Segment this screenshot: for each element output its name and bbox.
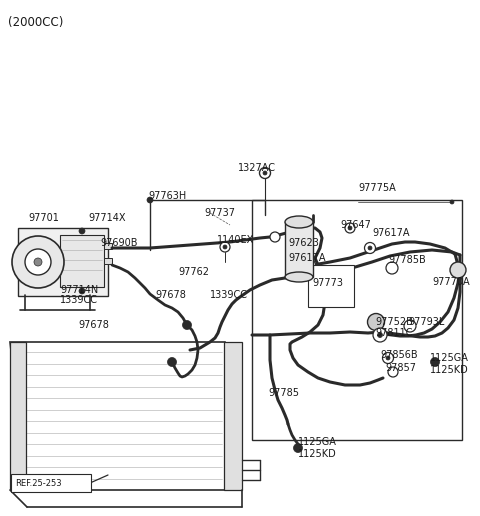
Bar — [308, 265, 354, 307]
Circle shape — [304, 260, 315, 270]
Text: 97647: 97647 — [340, 220, 371, 230]
Text: 97701: 97701 — [28, 213, 59, 223]
Circle shape — [220, 242, 230, 252]
Ellipse shape — [285, 272, 313, 282]
Text: 97773: 97773 — [312, 278, 343, 288]
Circle shape — [450, 200, 454, 204]
Text: 97793L: 97793L — [408, 317, 444, 327]
Text: 97770A: 97770A — [432, 277, 469, 287]
Bar — [10, 342, 26, 490]
Circle shape — [364, 243, 375, 253]
Circle shape — [388, 367, 398, 377]
Bar — [104, 258, 112, 264]
Circle shape — [368, 246, 372, 250]
Circle shape — [368, 314, 384, 331]
Circle shape — [270, 232, 280, 242]
Bar — [104, 243, 112, 249]
Circle shape — [79, 228, 85, 234]
Circle shape — [373, 328, 387, 342]
Ellipse shape — [285, 216, 313, 228]
Circle shape — [377, 332, 383, 337]
Text: 97617A: 97617A — [372, 228, 409, 238]
Bar — [60, 235, 104, 287]
Circle shape — [303, 245, 313, 255]
Circle shape — [182, 320, 192, 330]
Circle shape — [404, 320, 416, 332]
Circle shape — [431, 358, 440, 366]
Text: 97737: 97737 — [204, 208, 235, 218]
Text: 97775A: 97775A — [358, 183, 396, 193]
Circle shape — [345, 223, 355, 233]
FancyBboxPatch shape — [11, 474, 91, 492]
Text: 1327AC: 1327AC — [238, 163, 276, 173]
Circle shape — [168, 358, 177, 366]
Text: 97690B: 97690B — [100, 238, 137, 248]
Text: 97763H: 97763H — [148, 191, 186, 201]
Text: 1339CC: 1339CC — [60, 295, 98, 305]
Text: 97617A: 97617A — [288, 253, 325, 263]
Circle shape — [263, 171, 267, 175]
Circle shape — [383, 352, 394, 363]
Text: 97714N: 97714N — [60, 285, 98, 295]
Text: 97678: 97678 — [155, 290, 186, 300]
Bar — [18, 228, 108, 296]
Text: 97857: 97857 — [385, 363, 416, 373]
Circle shape — [147, 197, 153, 203]
Text: 1125KD: 1125KD — [298, 449, 337, 459]
Bar — [224, 342, 242, 490]
Bar — [252, 200, 462, 440]
Circle shape — [12, 236, 64, 288]
Text: 97714X: 97714X — [88, 213, 125, 223]
Text: 1125KD: 1125KD — [430, 365, 469, 375]
Text: 97785: 97785 — [268, 388, 299, 398]
Text: 97785B: 97785B — [388, 255, 426, 265]
Circle shape — [386, 262, 398, 274]
Text: (2000CC): (2000CC) — [8, 16, 63, 29]
Circle shape — [223, 245, 227, 249]
Bar — [285, 222, 313, 277]
Circle shape — [348, 226, 352, 230]
Text: 1339CC: 1339CC — [210, 290, 248, 300]
Circle shape — [79, 288, 85, 294]
Text: 97752B: 97752B — [375, 317, 413, 327]
Text: 1140EX: 1140EX — [217, 235, 254, 245]
Circle shape — [34, 258, 42, 266]
Polygon shape — [10, 342, 242, 490]
Circle shape — [386, 356, 390, 360]
Text: 1125GA: 1125GA — [430, 353, 469, 363]
Text: 97811C: 97811C — [375, 328, 412, 338]
Circle shape — [450, 262, 466, 278]
Circle shape — [25, 249, 51, 275]
Text: 97623: 97623 — [288, 238, 319, 248]
Text: 97678: 97678 — [78, 320, 109, 330]
Text: 1125GA: 1125GA — [298, 437, 337, 447]
Text: 97762: 97762 — [178, 267, 209, 277]
Circle shape — [293, 443, 302, 453]
Text: 97856B: 97856B — [380, 350, 418, 360]
Text: REF.25-253: REF.25-253 — [15, 478, 61, 488]
Circle shape — [260, 168, 271, 179]
